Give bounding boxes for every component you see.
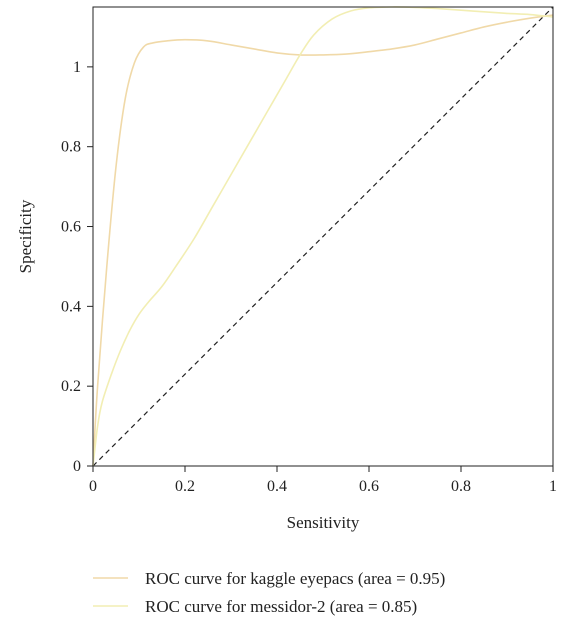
x-tick-label: 0.4 <box>267 478 287 495</box>
legend-label-1: ROC curve for kaggle eyepacs (area = 0.9… <box>145 569 445 588</box>
series-line-1 <box>92 14 554 467</box>
x-tick-label: 1 <box>549 478 557 495</box>
y-tick-label: 0.8 <box>61 139 81 156</box>
y-axis-title: Specificity <box>16 199 35 273</box>
y-tick-label: 0.6 <box>61 219 81 236</box>
x-tick-label: 0 <box>89 478 97 495</box>
axes: 0 0.2 0.4 0.6 0.8 1 0 0.2 0.4 0.6 0.8 1 Sensitivity S… <box>16 6 557 532</box>
plot-frame <box>92 6 554 467</box>
x-tick-label: 0.8 <box>451 478 471 495</box>
series-line-2 <box>92 6 554 467</box>
x-axis-title: Sensitivity <box>287 513 360 532</box>
y-tick-label: 1 <box>73 59 81 76</box>
plot-area <box>92 6 554 467</box>
legend-label-2: ROC curve for messidor-2 (area = 0.85) <box>145 597 417 616</box>
y-tick-label: 0 <box>73 458 81 475</box>
reference-diagonal-line <box>92 6 554 467</box>
y-tick-label: 0.4 <box>61 298 81 315</box>
x-tick-label: 0.2 <box>175 478 195 495</box>
legend: ROC curve for kaggle eyepacs (area = 0.9… <box>93 569 445 616</box>
x-tick-label: 0.6 <box>359 478 379 495</box>
y-tick-label: 0.2 <box>61 378 81 395</box>
